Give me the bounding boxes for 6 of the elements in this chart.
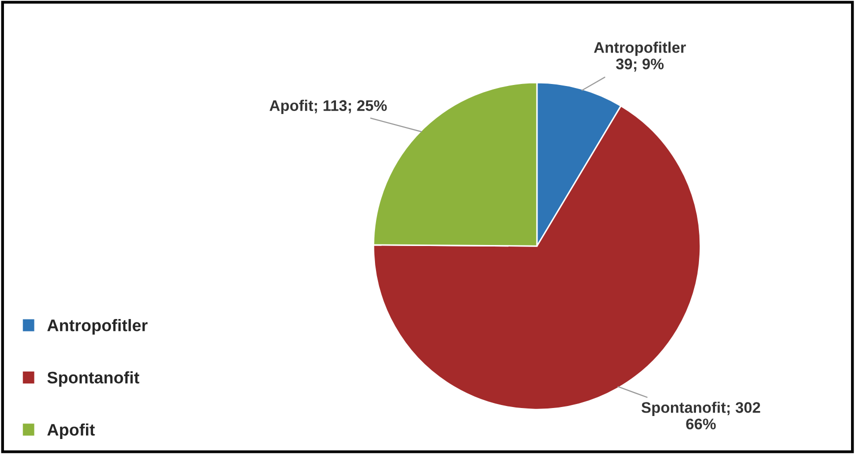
- data-label: Spontanofit; 302 66%: [641, 402, 760, 430]
- legend-label: Antropofitler: [47, 319, 148, 335]
- legend-label: Apofit: [47, 423, 95, 439]
- data-label: Antropofitler 39; 9%: [594, 42, 686, 72]
- legend-label: Spontanofit: [47, 371, 140, 387]
- data-label: Apofit; 113; 25%: [270, 100, 387, 114]
